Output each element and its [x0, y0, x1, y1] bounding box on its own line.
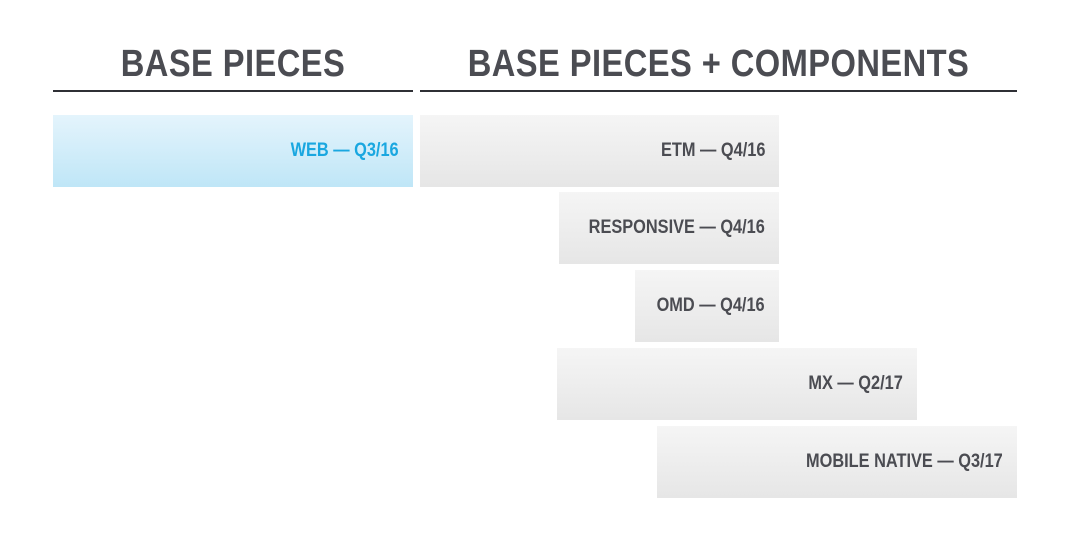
- bar-web-label: WEB — Q3/16: [290, 140, 399, 161]
- heading-base-pieces-components: BASE PIECES + COMPONENTS: [467, 42, 970, 85]
- bar-mx-label: MX — Q2/17: [808, 373, 903, 394]
- bar-etm: ETM — Q4/16: [420, 115, 779, 187]
- bar-responsive: RESPONSIVE — Q4/16: [559, 192, 779, 264]
- bar-mx: MX — Q2/17: [557, 348, 917, 420]
- bar-mobile-native: MOBILE NATIVE — Q3/17: [657, 426, 1017, 498]
- bar-mobile-native-label: MOBILE NATIVE — Q3/17: [806, 451, 1003, 472]
- divider-base-pieces: [53, 90, 413, 92]
- bar-omd: OMD — Q4/16: [635, 270, 779, 342]
- heading-base-pieces: BASE PIECES: [120, 42, 346, 85]
- bar-omd-label: OMD — Q4/16: [656, 295, 765, 316]
- bar-responsive-label: RESPONSIVE — Q4/16: [588, 217, 765, 238]
- divider-base-pieces-components: [420, 90, 1017, 92]
- bar-web: WEB — Q3/16: [53, 115, 413, 187]
- bar-etm-label: ETM — Q4/16: [660, 140, 765, 161]
